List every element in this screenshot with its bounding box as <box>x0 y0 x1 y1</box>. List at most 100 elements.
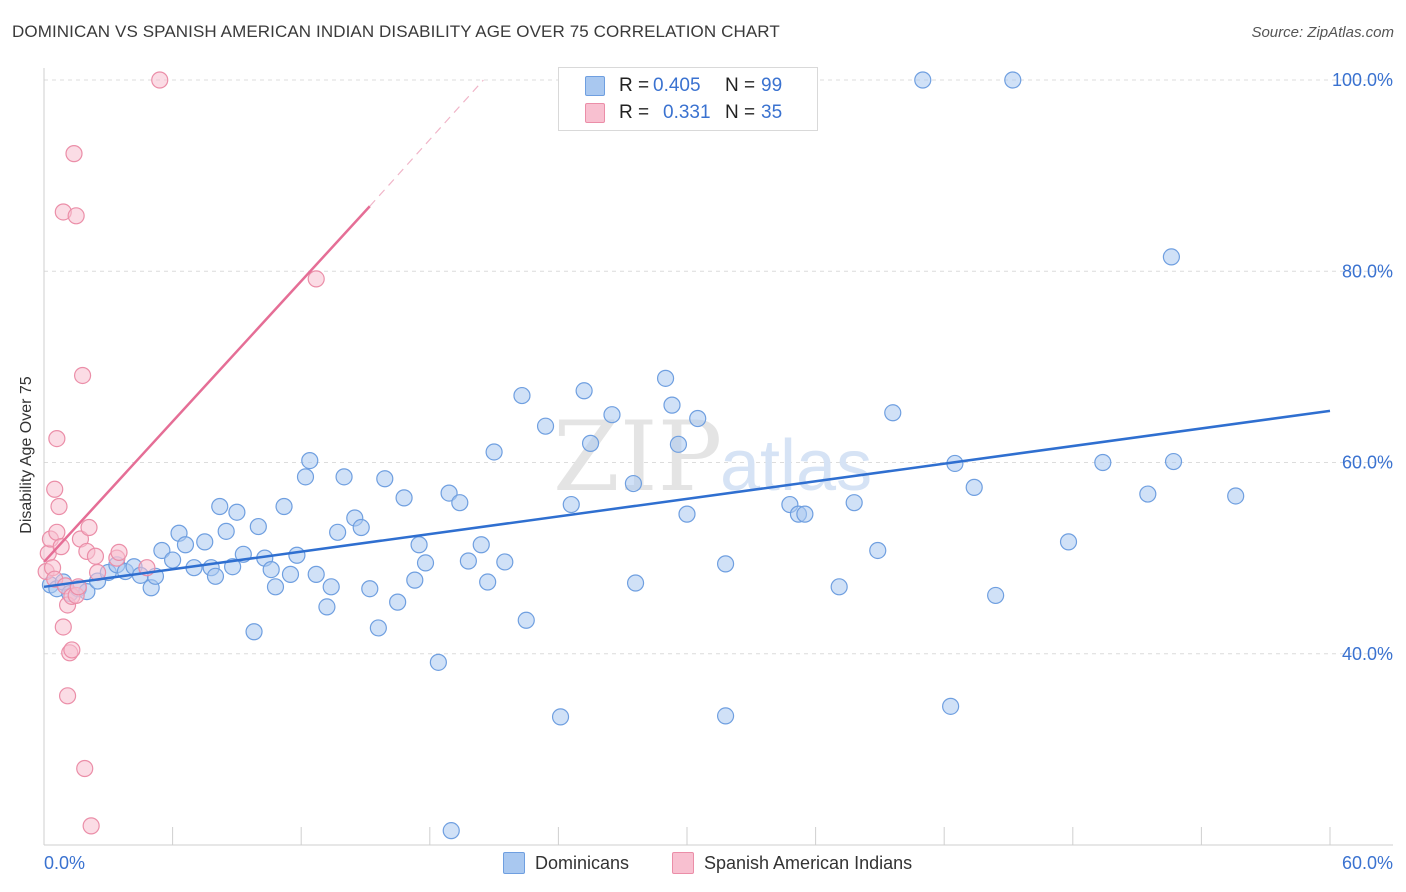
dominicans-trend-line <box>43 409 1331 589</box>
dominicans-point <box>517 611 535 629</box>
legend-swatch-dominicans <box>503 852 525 874</box>
spanish-american-indians-point <box>73 366 92 385</box>
dominicans-point <box>479 573 497 591</box>
dominicans-point <box>965 478 983 496</box>
dominicans-point <box>217 522 235 540</box>
dominicans-point <box>513 386 531 405</box>
dominicans-point <box>153 541 171 560</box>
dominicans-point <box>206 567 225 585</box>
dominicans-point <box>472 536 490 554</box>
dominicans-point <box>830 578 848 596</box>
r-label: R = <box>619 75 650 96</box>
spanish-american-indians-point <box>151 71 169 89</box>
dominicans-point <box>288 546 306 564</box>
dominicans-point <box>669 435 688 453</box>
dominicans-point <box>301 451 319 470</box>
dominicans-point <box>281 565 300 583</box>
dominicans-point <box>624 474 643 493</box>
watermark: ZIP atlas <box>553 401 872 513</box>
n-value: 99 <box>761 75 783 96</box>
r-value: 0.405 <box>653 75 701 96</box>
dominicans-point <box>442 822 460 840</box>
spanish-american-indians-point <box>65 145 83 163</box>
spanish-american-indians-point <box>54 618 72 636</box>
dominicans-point <box>410 536 428 554</box>
legend-label-dominicans: Dominicans <box>535 852 630 873</box>
dominicans-point <box>716 707 735 725</box>
x-tick-label: 60.0% <box>1342 853 1393 873</box>
n-label: N = <box>725 102 756 123</box>
dominicans-point <box>318 598 336 616</box>
dominicans-point <box>845 494 863 512</box>
dominicans-point <box>196 533 214 551</box>
dominicans-point <box>361 580 379 598</box>
dominicans-point <box>942 697 960 715</box>
tick-labels: 40.0% 60.0% 80.0% 100.0% 0.0% 60.0% <box>44 70 1393 873</box>
dominicans-point <box>245 623 263 641</box>
legend-swatch-spanish-american-indians <box>672 852 694 874</box>
dominicans-point <box>211 497 229 516</box>
dominicans-point <box>1094 453 1112 472</box>
spanish-american-indians-point <box>46 480 64 498</box>
y-tick-label: 80.0% <box>1342 261 1393 281</box>
dominicans-point <box>575 382 593 400</box>
spanish-american-indians-point <box>80 518 98 537</box>
dominicans-point <box>689 409 707 428</box>
n-label: N = <box>725 75 756 96</box>
dominicans-point <box>406 571 424 589</box>
dominicans-point <box>716 555 735 573</box>
dominicans-point <box>1139 485 1157 503</box>
dominicans-point <box>551 708 570 726</box>
dominicans-point <box>603 406 621 424</box>
dominicans-point <box>416 554 435 572</box>
dominicans-point <box>1227 487 1245 505</box>
dominicans-point <box>796 505 814 523</box>
r-label: R = <box>619 102 650 123</box>
dominicans-point <box>884 404 902 422</box>
dominicans-point <box>296 468 315 486</box>
y-tick-label: 100.0% <box>1332 70 1393 90</box>
trend-lines <box>43 79 1331 589</box>
dominicans-point <box>626 574 645 592</box>
spanish-american-indians-point <box>58 687 77 705</box>
dominicans-point <box>1164 452 1183 471</box>
dominicans-point <box>987 586 1005 605</box>
legend-row-spanish-american-indians: R = 0.331 N = 35 <box>585 102 782 124</box>
dominicans-point <box>307 565 325 583</box>
legend-item-spanish-american-indians[interactable]: Spanish American Indians <box>672 852 912 874</box>
source-label: Source: ZipAtlas.com <box>1251 24 1394 41</box>
axes <box>43 68 1393 846</box>
dominicans-point <box>329 523 347 541</box>
correlation-legend: R = 0.405 N = 99 R = 0.331 N = 35 <box>558 67 818 131</box>
dominicans-point <box>914 71 932 89</box>
spanish-american-indians-point <box>52 538 70 556</box>
dominicans-point <box>249 517 267 536</box>
spanish-american-indians-point <box>110 543 128 561</box>
legend-item-dominicans[interactable]: Dominicans <box>503 852 629 874</box>
dominicans-point <box>459 552 477 570</box>
dominicans-point <box>395 489 413 507</box>
dominicans-point <box>322 578 340 596</box>
dominicans-point <box>228 503 246 521</box>
dominicans-point <box>496 553 514 571</box>
legend-swatch-dominicans <box>585 76 605 96</box>
spanish-american-indians-point <box>76 759 94 778</box>
y-tick-label: 60.0% <box>1342 453 1393 473</box>
dominicans-point <box>262 560 280 579</box>
dominicans-point <box>369 619 387 637</box>
dominicans-point <box>389 593 407 611</box>
dominicans-point <box>869 541 887 560</box>
spanish-american-indians-point <box>50 497 68 516</box>
dominicans-point <box>376 470 394 488</box>
r-value: 0.331 <box>663 102 711 123</box>
spanish-american-indians-point <box>307 270 325 288</box>
y-tick-label: 40.0% <box>1342 644 1393 664</box>
dominicans-point <box>656 369 675 387</box>
dominicans-point <box>266 578 285 596</box>
legend-label-spanish-american-indians: Spanish American Indians <box>704 852 913 873</box>
dominicans-point <box>164 551 182 569</box>
dominicans-point <box>536 417 555 435</box>
dominicans-point <box>663 396 681 414</box>
dominicans-point <box>678 505 696 523</box>
